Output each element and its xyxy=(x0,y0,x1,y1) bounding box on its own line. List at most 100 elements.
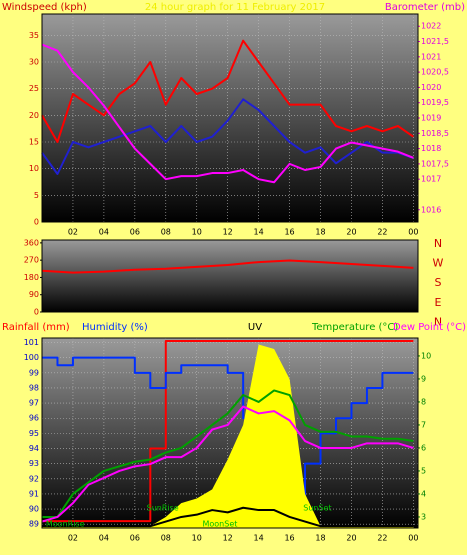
line xyxy=(41,259,414,274)
x-tick-label: 16 xyxy=(284,228,294,237)
annotation: SunRise xyxy=(147,504,179,513)
x-tick-label: 18 xyxy=(315,228,325,237)
y2-tick-label: 1020,5 xyxy=(421,68,449,77)
x-tick-label: 10 xyxy=(192,228,202,237)
x-tick-label: 08 xyxy=(161,228,171,237)
x-tick-label: 18 xyxy=(315,534,325,543)
y-tick-label: 30 xyxy=(29,58,39,67)
y-tick-label: 101 xyxy=(24,338,39,347)
plot-frame xyxy=(41,239,419,313)
line xyxy=(41,405,414,523)
y2-tick-label: 1019 xyxy=(421,114,441,123)
legend-label: Temperature (°C) xyxy=(311,322,398,333)
x-tick-label: 08 xyxy=(161,534,171,543)
line xyxy=(42,340,414,523)
y-tick-label: 15 xyxy=(29,138,39,147)
y2-tick-label: 5 xyxy=(421,466,426,475)
y2-tick-label: 1020 xyxy=(421,83,441,92)
y-tick-label: 360 xyxy=(24,238,39,247)
y-tick-label: 90 xyxy=(29,505,39,514)
y2-tick-label: 4 xyxy=(421,489,426,498)
x-tick-label: 12 xyxy=(223,534,233,543)
y-tick-label: 95 xyxy=(29,429,39,438)
x-tick-label: 02 xyxy=(68,534,78,543)
x-tick-label: 04 xyxy=(99,534,109,543)
y2-tick-label: 9 xyxy=(421,374,426,383)
plot-frame xyxy=(41,337,419,529)
y-tick-label: 94 xyxy=(29,444,39,453)
y2-tick-label: 1017 xyxy=(421,175,441,184)
x-tick-label: 20 xyxy=(346,228,356,237)
y-tick-label: 91 xyxy=(29,489,39,498)
y2-axis-label: Barometer (mb) xyxy=(385,2,465,13)
y2-tick-label: 1019,5 xyxy=(421,98,449,107)
plot-area xyxy=(41,239,419,313)
compass-label: N xyxy=(434,315,442,328)
y2-tick-label: 3 xyxy=(421,512,426,521)
x-tick-label: 22 xyxy=(377,534,387,543)
x-tick-label: 12 xyxy=(223,228,233,237)
x-tick-label: 14 xyxy=(254,228,264,237)
y-tick-label: 89 xyxy=(29,520,39,529)
x-tick-label: 20 xyxy=(346,534,356,543)
line xyxy=(41,39,414,143)
y2-tick-label: 7 xyxy=(421,420,426,429)
annotation: MoonSet xyxy=(202,520,237,529)
line xyxy=(41,43,414,184)
y-tick-label: 10 xyxy=(29,164,39,173)
y-tick-label: 90 xyxy=(29,290,39,299)
compass-label: N xyxy=(434,237,442,250)
plot-frame xyxy=(41,13,419,223)
y-tick-label: 180 xyxy=(24,273,39,282)
x-tick-label: 14 xyxy=(254,534,264,543)
y2-tick-label: 1016 xyxy=(421,205,441,214)
annotation: SunSet xyxy=(303,504,331,513)
y-tick-label: 270 xyxy=(24,256,39,265)
y-tick-label: 96 xyxy=(29,414,39,423)
y-tick-label: 0 xyxy=(34,308,39,317)
y-tick-label: 5 xyxy=(34,191,39,200)
legend-label: UV xyxy=(248,322,262,333)
y2-tick-label: 1021,5 xyxy=(421,37,449,46)
area xyxy=(42,344,414,528)
y2-tick-label: 1018 xyxy=(421,144,441,153)
y-tick-label: 92 xyxy=(29,474,39,483)
y-tick-label: 25 xyxy=(29,84,39,93)
y-tick-label: 99 xyxy=(29,368,39,377)
line xyxy=(42,389,414,518)
x-tick-label: 00 xyxy=(408,534,418,543)
compass-label: S xyxy=(435,276,442,289)
x-tick-label: 16 xyxy=(284,534,294,543)
x-tick-label: 06 xyxy=(130,534,140,543)
y2-tick-label: 1018,5 xyxy=(421,129,449,138)
chart-title: 24 hour graph for 11 February 2017 xyxy=(145,2,325,13)
y-axis-label: Windspeed (kph) xyxy=(2,2,87,13)
legend-label: Rainfall (mm) xyxy=(2,322,70,333)
y2-tick-label: 1022 xyxy=(421,22,441,31)
y-tick-label: 93 xyxy=(29,459,39,468)
compass-label: W xyxy=(433,257,444,270)
y-tick-label: 20 xyxy=(29,111,39,120)
y2-tick-label: 8 xyxy=(421,397,426,406)
legend-label: Humidity (%) xyxy=(82,322,148,333)
line xyxy=(42,506,414,528)
y-tick-label: 0 xyxy=(34,218,39,227)
y-tick-label: 98 xyxy=(29,383,39,392)
x-tick-label: 22 xyxy=(377,228,387,237)
compass-label: E xyxy=(435,296,442,309)
annotation: MoonRise xyxy=(46,520,85,529)
y-tick-label: 35 xyxy=(29,31,39,40)
line xyxy=(41,98,414,175)
y2-tick-label: 10 xyxy=(421,351,431,360)
y2-tick-label: 6 xyxy=(421,443,426,452)
y-tick-label: 97 xyxy=(29,399,39,408)
legend-label: Dew Point (°C) xyxy=(393,322,466,333)
y2-tick-label: 1017,5 xyxy=(421,159,449,168)
x-tick-label: 00 xyxy=(408,228,418,237)
y-tick-label: 100 xyxy=(24,353,39,362)
x-tick-label: 02 xyxy=(68,228,78,237)
x-tick-label: 10 xyxy=(192,534,202,543)
y2-tick-label: 1021 xyxy=(421,52,441,61)
